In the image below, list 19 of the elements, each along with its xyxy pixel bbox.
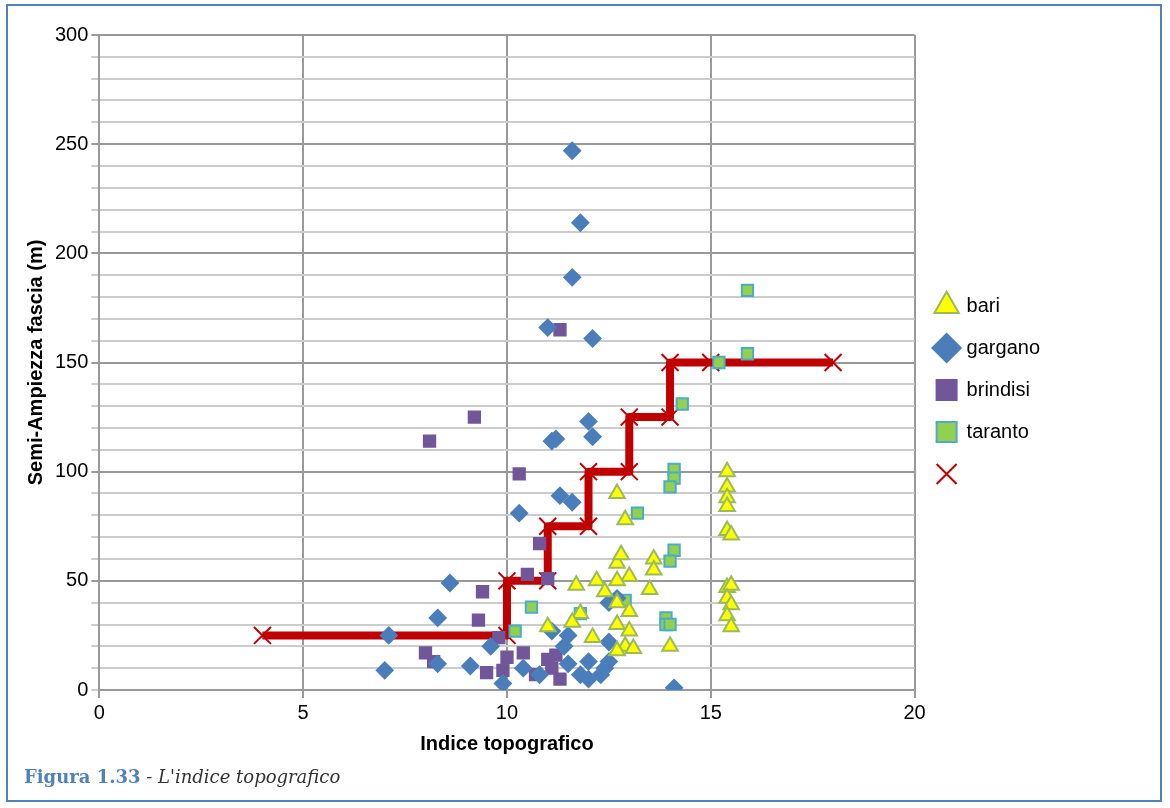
x-tick-label: 20 bbox=[903, 700, 926, 723]
legend-label: bari bbox=[966, 293, 1000, 316]
text: Figura 1.33 - L'indice topografico bbox=[24, 766, 341, 787]
y-tick-label: 50 bbox=[66, 568, 89, 591]
x-tick-label: 15 bbox=[699, 700, 722, 723]
x-axis-title: Indice topografico bbox=[420, 731, 594, 754]
y-tick-label: 100 bbox=[54, 459, 89, 482]
y-tick-label: 150 bbox=[54, 350, 89, 373]
y-tick-label: 200 bbox=[54, 240, 89, 263]
legend-label: gargano bbox=[966, 335, 1041, 358]
legend-label: brindisi bbox=[966, 377, 1030, 400]
x-tick-label: 10 bbox=[495, 700, 519, 723]
y-tick-label: 300 bbox=[54, 22, 89, 45]
y-tick-label: 250 bbox=[54, 131, 89, 154]
legend-label: taranto bbox=[966, 419, 1029, 442]
y-axis-title: Semi-Ampiezza fascia (m) bbox=[23, 239, 46, 486]
x-tick-label: 5 bbox=[297, 700, 309, 723]
y-tick-label: 0 bbox=[77, 677, 89, 700]
x-tick-label: 0 bbox=[93, 700, 105, 723]
